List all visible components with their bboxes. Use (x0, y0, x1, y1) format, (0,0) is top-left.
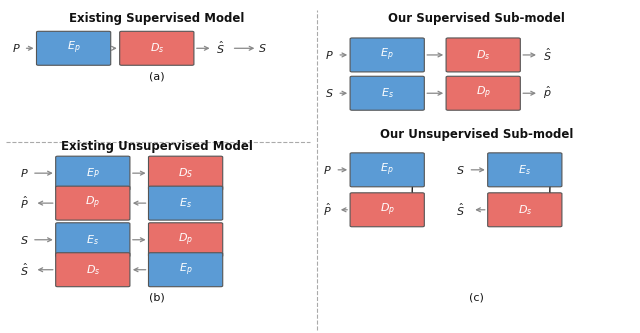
Text: (a): (a) (149, 72, 164, 82)
Text: $E_s$: $E_s$ (518, 163, 531, 177)
Text: $D_p$: $D_p$ (476, 85, 491, 102)
Text: $E_P$: $E_P$ (86, 166, 100, 180)
FancyBboxPatch shape (148, 223, 223, 257)
FancyBboxPatch shape (56, 186, 130, 220)
Text: $D_s$: $D_s$ (518, 203, 532, 217)
FancyBboxPatch shape (56, 253, 130, 287)
Text: $E_s$: $E_s$ (179, 196, 192, 210)
FancyBboxPatch shape (148, 156, 223, 190)
FancyBboxPatch shape (350, 193, 424, 227)
FancyBboxPatch shape (446, 76, 520, 110)
Text: Our Unsupervised Sub-model: Our Unsupervised Sub-model (380, 128, 573, 142)
FancyBboxPatch shape (488, 153, 562, 187)
Text: $P$: $P$ (12, 42, 20, 54)
FancyBboxPatch shape (350, 153, 424, 187)
Text: $E_s$: $E_s$ (86, 233, 99, 247)
FancyBboxPatch shape (120, 31, 194, 65)
FancyBboxPatch shape (488, 193, 562, 227)
Text: $\hat{S}$: $\hat{S}$ (543, 47, 552, 63)
FancyBboxPatch shape (36, 31, 111, 65)
Text: Our Supervised Sub-model: Our Supervised Sub-model (388, 12, 565, 25)
Text: $D_s$: $D_s$ (150, 41, 164, 55)
FancyBboxPatch shape (148, 186, 223, 220)
Text: $D_p$: $D_p$ (178, 231, 193, 248)
Text: $\hat{S}$: $\hat{S}$ (456, 201, 465, 218)
Text: Existing Unsupervised Model: Existing Unsupervised Model (61, 140, 253, 153)
Text: $D_p$: $D_p$ (380, 201, 395, 218)
Text: Existing Supervised Model: Existing Supervised Model (69, 12, 244, 25)
FancyBboxPatch shape (446, 38, 520, 72)
Text: $P$: $P$ (325, 49, 334, 61)
Text: $S$: $S$ (20, 234, 29, 246)
Text: $D_s$: $D_s$ (86, 263, 100, 277)
FancyBboxPatch shape (148, 253, 223, 287)
Text: $\hat{S}$: $\hat{S}$ (20, 261, 29, 278)
Text: $\hat{p}$: $\hat{p}$ (543, 85, 552, 102)
Text: $E_s$: $E_s$ (381, 86, 394, 100)
FancyBboxPatch shape (56, 223, 130, 257)
Text: $\hat{P}$: $\hat{P}$ (20, 195, 29, 211)
Text: $E_p$: $E_p$ (67, 40, 81, 57)
Text: $D_p$: $D_p$ (85, 195, 100, 211)
Text: $\hat{P}$: $\hat{P}$ (323, 201, 332, 218)
Text: $S$: $S$ (258, 42, 267, 54)
Text: $P$: $P$ (20, 167, 29, 179)
Text: $E_p$: $E_p$ (380, 162, 394, 178)
Text: $S$: $S$ (456, 164, 465, 176)
Text: $D_s$: $D_s$ (476, 48, 490, 62)
Text: (c): (c) (469, 292, 484, 302)
Text: $E_p$: $E_p$ (380, 47, 394, 63)
Text: $E_p$: $E_p$ (179, 261, 193, 278)
FancyBboxPatch shape (350, 38, 424, 72)
Text: $P$: $P$ (323, 164, 332, 176)
Text: (b): (b) (149, 292, 164, 302)
Text: $D_S$: $D_S$ (178, 166, 193, 180)
FancyBboxPatch shape (350, 76, 424, 110)
Text: $\hat{S}$: $\hat{S}$ (216, 40, 225, 57)
Text: $S$: $S$ (325, 87, 334, 99)
FancyBboxPatch shape (56, 156, 130, 190)
